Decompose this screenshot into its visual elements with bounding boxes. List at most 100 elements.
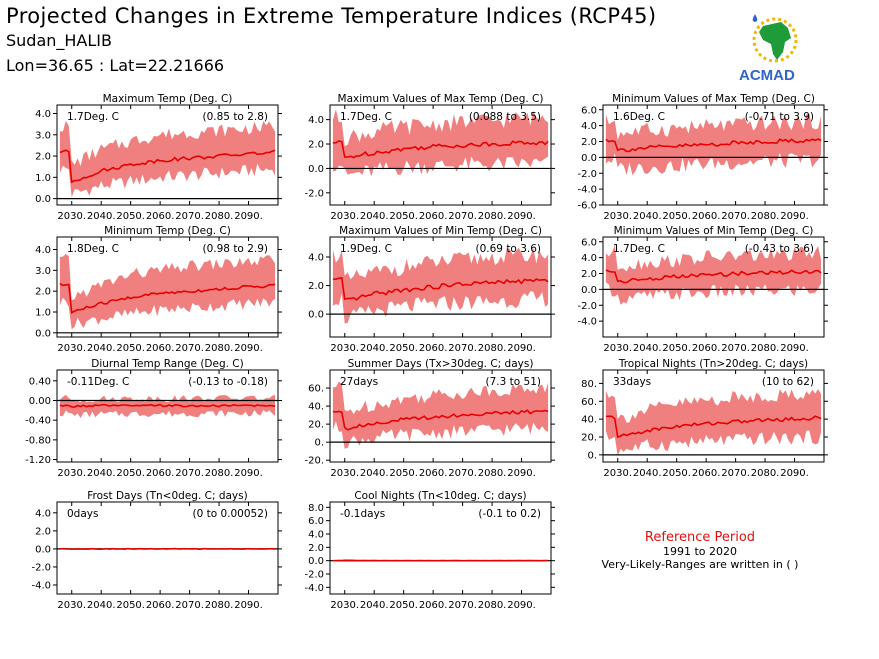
chart-frame — [56, 501, 279, 595]
y-tick-label: -6.0 — [577, 201, 597, 212]
x-tick-label: 2090. — [234, 468, 263, 479]
y-tick-label: 0.0 — [35, 544, 51, 555]
y-tick-label: 0.0 — [581, 285, 597, 296]
chart-frame — [329, 501, 552, 595]
y-tick-label: 4.0 — [308, 530, 324, 541]
y-tick-label: 0.0 — [581, 153, 597, 164]
x-tick-label: 2060. — [419, 468, 448, 479]
chart-frame — [56, 104, 279, 206]
x-tick-label: 2070. — [175, 211, 204, 222]
likely-range-band — [59, 120, 276, 198]
x-tick-label: 2050. — [116, 468, 145, 479]
y-tick-label: 6.0 — [581, 105, 597, 116]
y-tick-label: 4.0 — [581, 121, 597, 132]
chart-panel-3: 2030. 2040. 2050. 2060. 2070. 2080. 2090. 6.0 4.… — [577, 93, 828, 222]
chart-panel-11: 2030. 2040. 2050. 2060. 2070. 2080. 2090. 8.0 6.… — [304, 490, 555, 611]
x-tick-label: 2080. — [205, 468, 234, 479]
y-tick-label: -2.0 — [31, 562, 51, 573]
median-line — [605, 269, 822, 284]
very-likely-range: (-0.71 to 3.9) — [745, 111, 814, 123]
y-tick-label: 60. — [581, 397, 597, 408]
station-coordinates: Lon=36.65 : Lat=22.21666 — [6, 56, 225, 75]
reference-period-years: 1991 to 2020 — [662, 545, 738, 558]
chart-frame — [56, 236, 279, 338]
median-line — [59, 403, 276, 408]
x-tick-label: 2060. — [146, 600, 175, 611]
logo-text: ACMAD — [739, 67, 795, 84]
y-tick-label: 6.0 — [581, 237, 597, 248]
chart-title: Minimum Values of Min Temp (Deg. C) — [614, 225, 814, 237]
y-tick-label: -2.0 — [577, 169, 597, 180]
y-tick-label: 4.0 — [308, 115, 324, 126]
chart-frame — [329, 369, 552, 463]
chart-plot-area — [603, 245, 824, 305]
x-tick-label: 2070. — [448, 600, 477, 611]
y-tick-label: 0.0 — [35, 194, 51, 205]
y-tick-label: 40. — [581, 415, 597, 426]
y-tick-label: 8.0 — [308, 503, 324, 514]
very-likely-range: (10 to 62) — [762, 376, 814, 388]
y-tick-label: 0. — [314, 438, 324, 449]
x-tick-label: 2080. — [478, 468, 507, 479]
chart-panel-4: 2030. 2040. 2050. 2060. 2070. 2080. 2090. 4.0 3.… — [35, 225, 282, 354]
y-tick-label: 0.0 — [35, 328, 51, 339]
chart-plot-area — [57, 253, 278, 334]
x-tick-label: 2080. — [205, 600, 234, 611]
x-tick-label: 2060. — [692, 343, 721, 354]
chart-panel-5: 2030. 2040. 2050. 2060. 2070. 2080. 2090. 4.0 2.… — [308, 225, 555, 354]
x-tick-label: 2080. — [751, 468, 780, 479]
x-tick-label: 2090. — [780, 343, 809, 354]
chart-frame — [602, 369, 825, 463]
x-tick-label: 2070. — [721, 211, 750, 222]
chart-panel-7: 2030. 2040. 2050. 2060. 2070. 2080. 2090. 0.40 0… — [25, 358, 282, 479]
chart-plot-area — [57, 547, 278, 551]
chart-title: Minimum Temp (Deg. C) — [104, 225, 231, 237]
change-value: 1.6Deg. C — [613, 111, 665, 123]
x-tick-label: 2060. — [419, 600, 448, 611]
y-tick-label: -1.20 — [25, 455, 51, 466]
y-tick-label: -2.0 — [304, 570, 324, 581]
x-tick-label: 2040. — [87, 468, 116, 479]
chart-panel-9: 2030. 2040. 2050. 2060. 2070. 2080. 2090. 80. 60… — [581, 358, 828, 479]
x-tick-label: 2050. — [389, 600, 418, 611]
very-likely-range: (-0.43 to 3.6) — [745, 243, 814, 255]
median-line — [332, 140, 549, 159]
y-tick-label: 4.0 — [581, 253, 597, 264]
y-tick-label: 2.0 — [308, 543, 324, 554]
x-tick-label: 2070. — [448, 343, 477, 354]
x-tick-label: 2030. — [330, 468, 359, 479]
y-tick-label: 4.0 — [35, 109, 51, 120]
x-tick-label: 2070. — [175, 468, 204, 479]
chart-panel-6: 2030. 2040. 2050. 2060. 2070. 2080. 2090. 6.0 4.… — [577, 225, 828, 354]
x-tick-label: 2040. — [360, 600, 389, 611]
x-tick-label: 2090. — [234, 343, 263, 354]
chart-title: Maximum Temp (Deg. C) — [103, 93, 233, 105]
x-tick-label: 2050. — [662, 468, 691, 479]
acmad-logo: ACMAD — [739, 14, 798, 84]
x-tick-label: 2050. — [389, 211, 418, 222]
x-tick-label: 2050. — [662, 343, 691, 354]
x-tick-label: 2090. — [507, 600, 536, 611]
x-tick-label: 2090. — [507, 343, 536, 354]
median-line — [59, 149, 276, 184]
x-tick-label: 2060. — [146, 343, 175, 354]
chart-title: Minimum Values of Max Temp (Deg. C) — [612, 93, 815, 105]
chart-frame — [602, 104, 825, 206]
change-value: -0.11Deg. C — [67, 376, 129, 388]
y-tick-label: 40. — [308, 402, 324, 413]
very-likely-range: (7.3 to 51) — [486, 376, 541, 388]
x-tick-label: 2030. — [57, 343, 86, 354]
chart-title: Diurnal Temp Range (Deg. C) — [91, 358, 243, 370]
y-tick-label: 2.0 — [581, 137, 597, 148]
very-likely-range: (-0.1 to 0.2) — [478, 508, 541, 520]
chart-panel-2: 2030. 2040. 2050. 2060. 2070. 2080. 2090. 4.0 2.… — [304, 93, 555, 222]
x-tick-label: 2090. — [507, 468, 536, 479]
chart-panel-10: 2030. 2040. 2050. 2060. 2070. 2080. 2090. 4.0 2.… — [31, 490, 282, 611]
chart-title: Maximum Values of Min Temp (Deg. C) — [339, 225, 542, 237]
median-line — [332, 277, 549, 301]
x-tick-label: 2030. — [330, 343, 359, 354]
x-tick-label: 2080. — [205, 343, 234, 354]
chart-frame — [602, 236, 825, 338]
x-tick-label: 2050. — [389, 343, 418, 354]
change-value: 0days — [67, 508, 98, 520]
